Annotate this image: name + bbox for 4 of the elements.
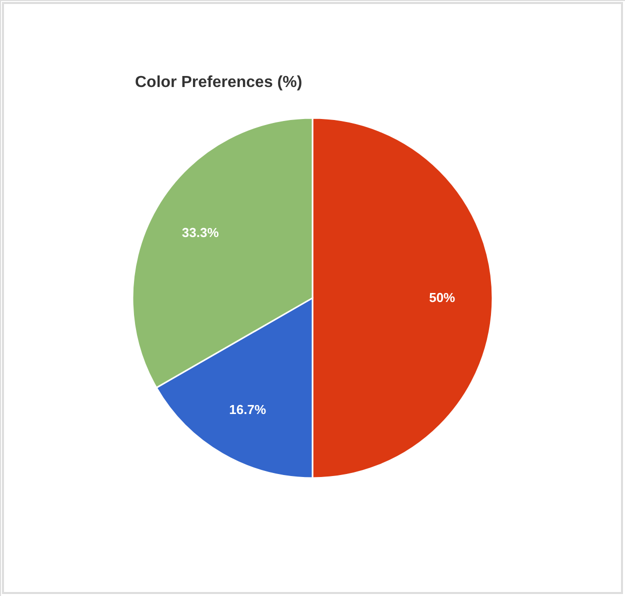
data-label: 16.7% (229, 402, 266, 418)
data-label: 33.3% (182, 225, 220, 240)
chart-title: Color Preferences (%) (135, 74, 302, 91)
data-label: 50% (429, 290, 456, 305)
